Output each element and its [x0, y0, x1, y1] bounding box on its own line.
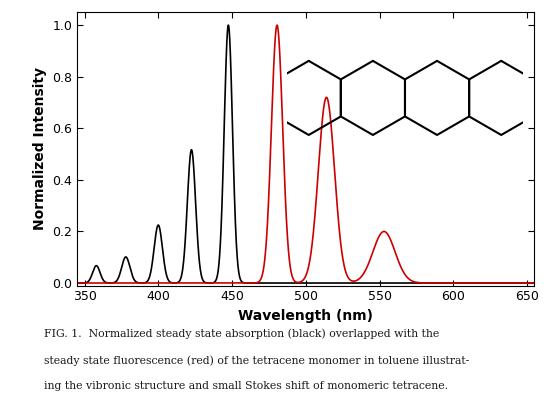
X-axis label: Wavelength (nm): Wavelength (nm) — [238, 309, 374, 323]
Text: ing the vibronic structure and small Stokes shift of monomeric tetracene.: ing the vibronic structure and small Sto… — [44, 381, 448, 392]
Y-axis label: Normalized Intensity: Normalized Intensity — [33, 67, 47, 231]
Text: steady state fluorescence (red) of the tetracene monomer in toluene illustrat-: steady state fluorescence (red) of the t… — [44, 355, 469, 366]
Text: FIG. 1.  Normalized steady state absorption (black) overlapped with the: FIG. 1. Normalized steady state absorpti… — [44, 328, 439, 339]
